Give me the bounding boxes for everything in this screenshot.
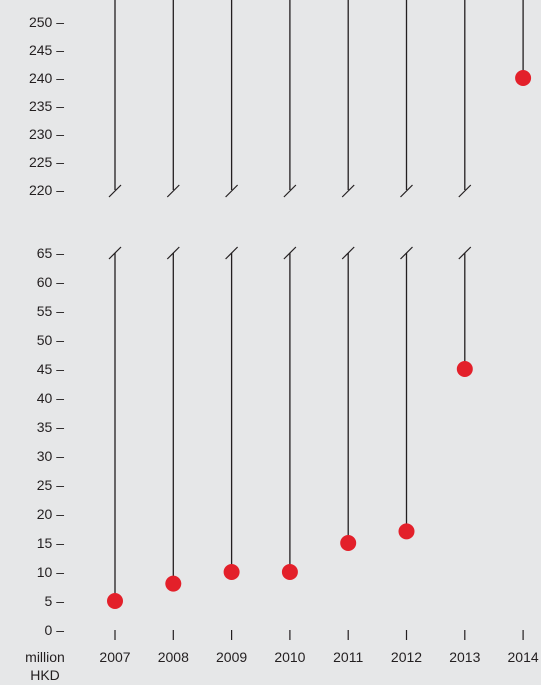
axis-break-marks: [108, 184, 472, 260]
y-tick-label-upper-235: 235 –: [29, 98, 64, 114]
x-tick-label-2011: 2011: [333, 649, 363, 665]
break-mark-lower-2011: [341, 246, 355, 260]
y-tick-label-lower-0: 0 –: [45, 622, 65, 638]
y-tick-label-lower-30: 30 –: [37, 448, 64, 464]
break-mark-upper-2011: [341, 184, 355, 198]
break-mark-upper-2012: [400, 184, 413, 198]
point-2007: [107, 593, 123, 609]
y-tick-label-lower-20: 20 –: [37, 506, 64, 522]
x-axis-ticks: 2007 2008 2009 2010 2011 2012 2013 2014: [99, 630, 539, 665]
x-tick-label-2009: 2009: [216, 649, 247, 665]
x-tick-label-2008: 2008: [158, 649, 189, 665]
break-mark-lower-2008: [166, 246, 180, 260]
y-tick-label-lower-10: 10 –: [37, 564, 64, 580]
point-2009: [223, 564, 240, 580]
y-unit-label-line2: HKD: [30, 667, 60, 683]
stems-layer: [114, 0, 524, 601]
break-mark-lower-2007: [108, 246, 122, 260]
break-mark-lower-2009: [225, 246, 239, 260]
y-tick-label-lower-65: 65 –: [37, 245, 64, 261]
y-tick-label-lower-35: 35 –: [37, 419, 64, 435]
y-tick-label-lower-5: 5 –: [45, 593, 65, 609]
y-tick-label-upper-245: 245 –: [29, 42, 64, 58]
point-2010: [281, 564, 298, 580]
y-tick-label-lower-25: 25 –: [37, 477, 64, 493]
y-tick-label-upper-230: 230 –: [29, 126, 64, 142]
break-mark-upper-2010: [283, 184, 297, 198]
y-tick-label-upper-250: 250 –: [29, 14, 64, 30]
point-2008: [165, 575, 182, 592]
y-tick-label-upper-220: 220 –: [29, 182, 64, 198]
break-mark-upper-2013: [458, 184, 472, 198]
point-2013: [456, 361, 473, 377]
points-layer: [107, 70, 532, 609]
point-2012: [398, 523, 415, 540]
break-mark-upper-2009: [225, 184, 239, 198]
break-mark-upper-2007: [108, 184, 122, 198]
y-tick-label-upper-225: 225 –: [29, 154, 64, 170]
x-tick-label-2007: 2007: [99, 649, 130, 665]
x-tick-label-2012: 2012: [391, 649, 422, 665]
y-tick-label-lower-40: 40 –: [37, 390, 64, 406]
point-2014: [515, 70, 532, 86]
y-unit-label-line1: million: [25, 649, 65, 665]
point-2011: [340, 535, 357, 551]
break-mark-lower-2012: [400, 246, 413, 260]
y-tick-label-lower-45: 45 –: [37, 361, 64, 377]
y-tick-label-lower-15: 15 –: [37, 535, 64, 551]
y-tick-label-lower-50: 50 –: [37, 332, 64, 348]
x-tick-label-2014: 2014: [508, 649, 539, 665]
break-mark-upper-2008: [166, 184, 180, 198]
x-tick-label-2010: 2010: [274, 649, 305, 665]
break-mark-lower-2013: [458, 246, 472, 260]
x-tick-label-2013: 2013: [449, 649, 480, 665]
y-axis-ticks: 220 – 225 – 230 – 235 – 240 – 245 – 250 – 0 – 5 …: [29, 14, 64, 638]
break-mark-lower-2010: [283, 246, 297, 260]
y-tick-label-lower-55: 55 –: [37, 303, 64, 319]
y-tick-label-upper-240: 240 –: [29, 70, 64, 86]
y-tick-label-lower-60: 60 –: [37, 274, 64, 290]
